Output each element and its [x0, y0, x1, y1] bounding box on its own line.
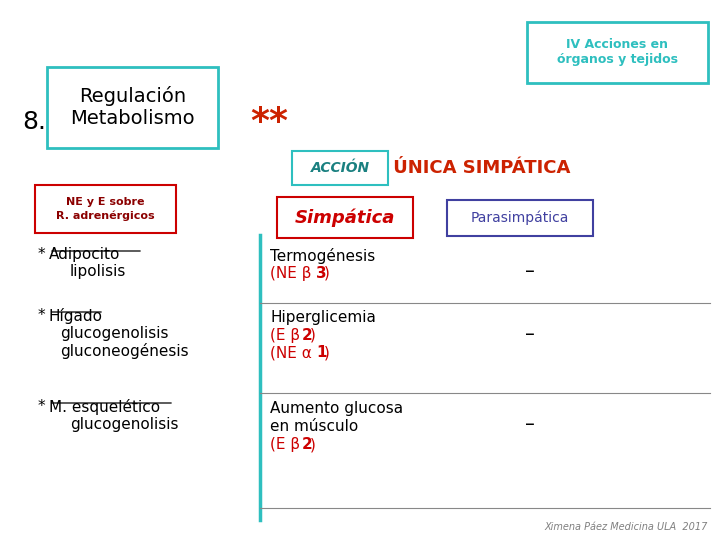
Text: (E β: (E β [270, 328, 300, 343]
FancyBboxPatch shape [447, 200, 593, 236]
Text: ÚNICA SIMPÁTICA: ÚNICA SIMPÁTICA [387, 159, 570, 177]
FancyBboxPatch shape [292, 151, 388, 185]
Text: –: – [525, 325, 535, 344]
Text: (NE β: (NE β [270, 266, 312, 281]
Text: ACCIÓN: ACCIÓN [310, 161, 369, 175]
Text: glucogenolisis: glucogenolisis [70, 417, 179, 432]
Text: ): ) [324, 266, 330, 281]
Text: *: * [38, 247, 45, 262]
Text: **: ** [250, 105, 288, 139]
Text: Termogénesis: Termogénesis [270, 248, 375, 264]
Text: en músculo: en músculo [270, 419, 359, 434]
Text: Simpática: Simpática [294, 208, 395, 227]
Text: Hígado: Hígado [49, 308, 103, 324]
Text: lipolisis: lipolisis [70, 264, 127, 279]
Text: 3: 3 [316, 266, 327, 281]
Text: Regulación
Metabolismo: Regulación Metabolismo [70, 86, 195, 129]
FancyBboxPatch shape [527, 22, 708, 83]
Text: glucogenolisis: glucogenolisis [60, 326, 168, 341]
Text: M. esquelético: M. esquelético [49, 399, 160, 415]
Text: Parasimpática: Parasimpática [471, 211, 570, 225]
Text: Hiperglicemia: Hiperglicemia [270, 310, 376, 325]
Text: R. adrenérgicos: R. adrenérgicos [56, 211, 155, 221]
Text: *: * [38, 308, 45, 323]
Text: *: * [38, 399, 45, 414]
Text: ): ) [310, 328, 316, 343]
Text: (NE α: (NE α [270, 345, 312, 360]
Text: 1: 1 [316, 345, 326, 360]
Text: gluconeogénesis: gluconeogénesis [60, 343, 189, 359]
Text: Ximena Páez Medicina ULA  2017: Ximena Páez Medicina ULA 2017 [544, 522, 708, 532]
Text: IV Acciones en
órganos y tejidos: IV Acciones en órganos y tejidos [557, 38, 678, 66]
Text: 2: 2 [302, 328, 312, 343]
Text: –: – [525, 415, 535, 434]
Text: 2: 2 [302, 437, 312, 452]
FancyBboxPatch shape [35, 185, 176, 233]
FancyBboxPatch shape [277, 197, 413, 238]
Text: ): ) [324, 345, 330, 360]
Text: (E β: (E β [270, 437, 300, 452]
Text: –: – [525, 262, 535, 281]
Text: ): ) [310, 437, 316, 452]
Text: Adipocito: Adipocito [49, 247, 120, 262]
FancyBboxPatch shape [47, 67, 218, 148]
Text: 8.: 8. [22, 110, 46, 134]
Text: NE y E sobre: NE y E sobre [66, 197, 145, 207]
Text: Aumento glucosa: Aumento glucosa [270, 401, 403, 416]
